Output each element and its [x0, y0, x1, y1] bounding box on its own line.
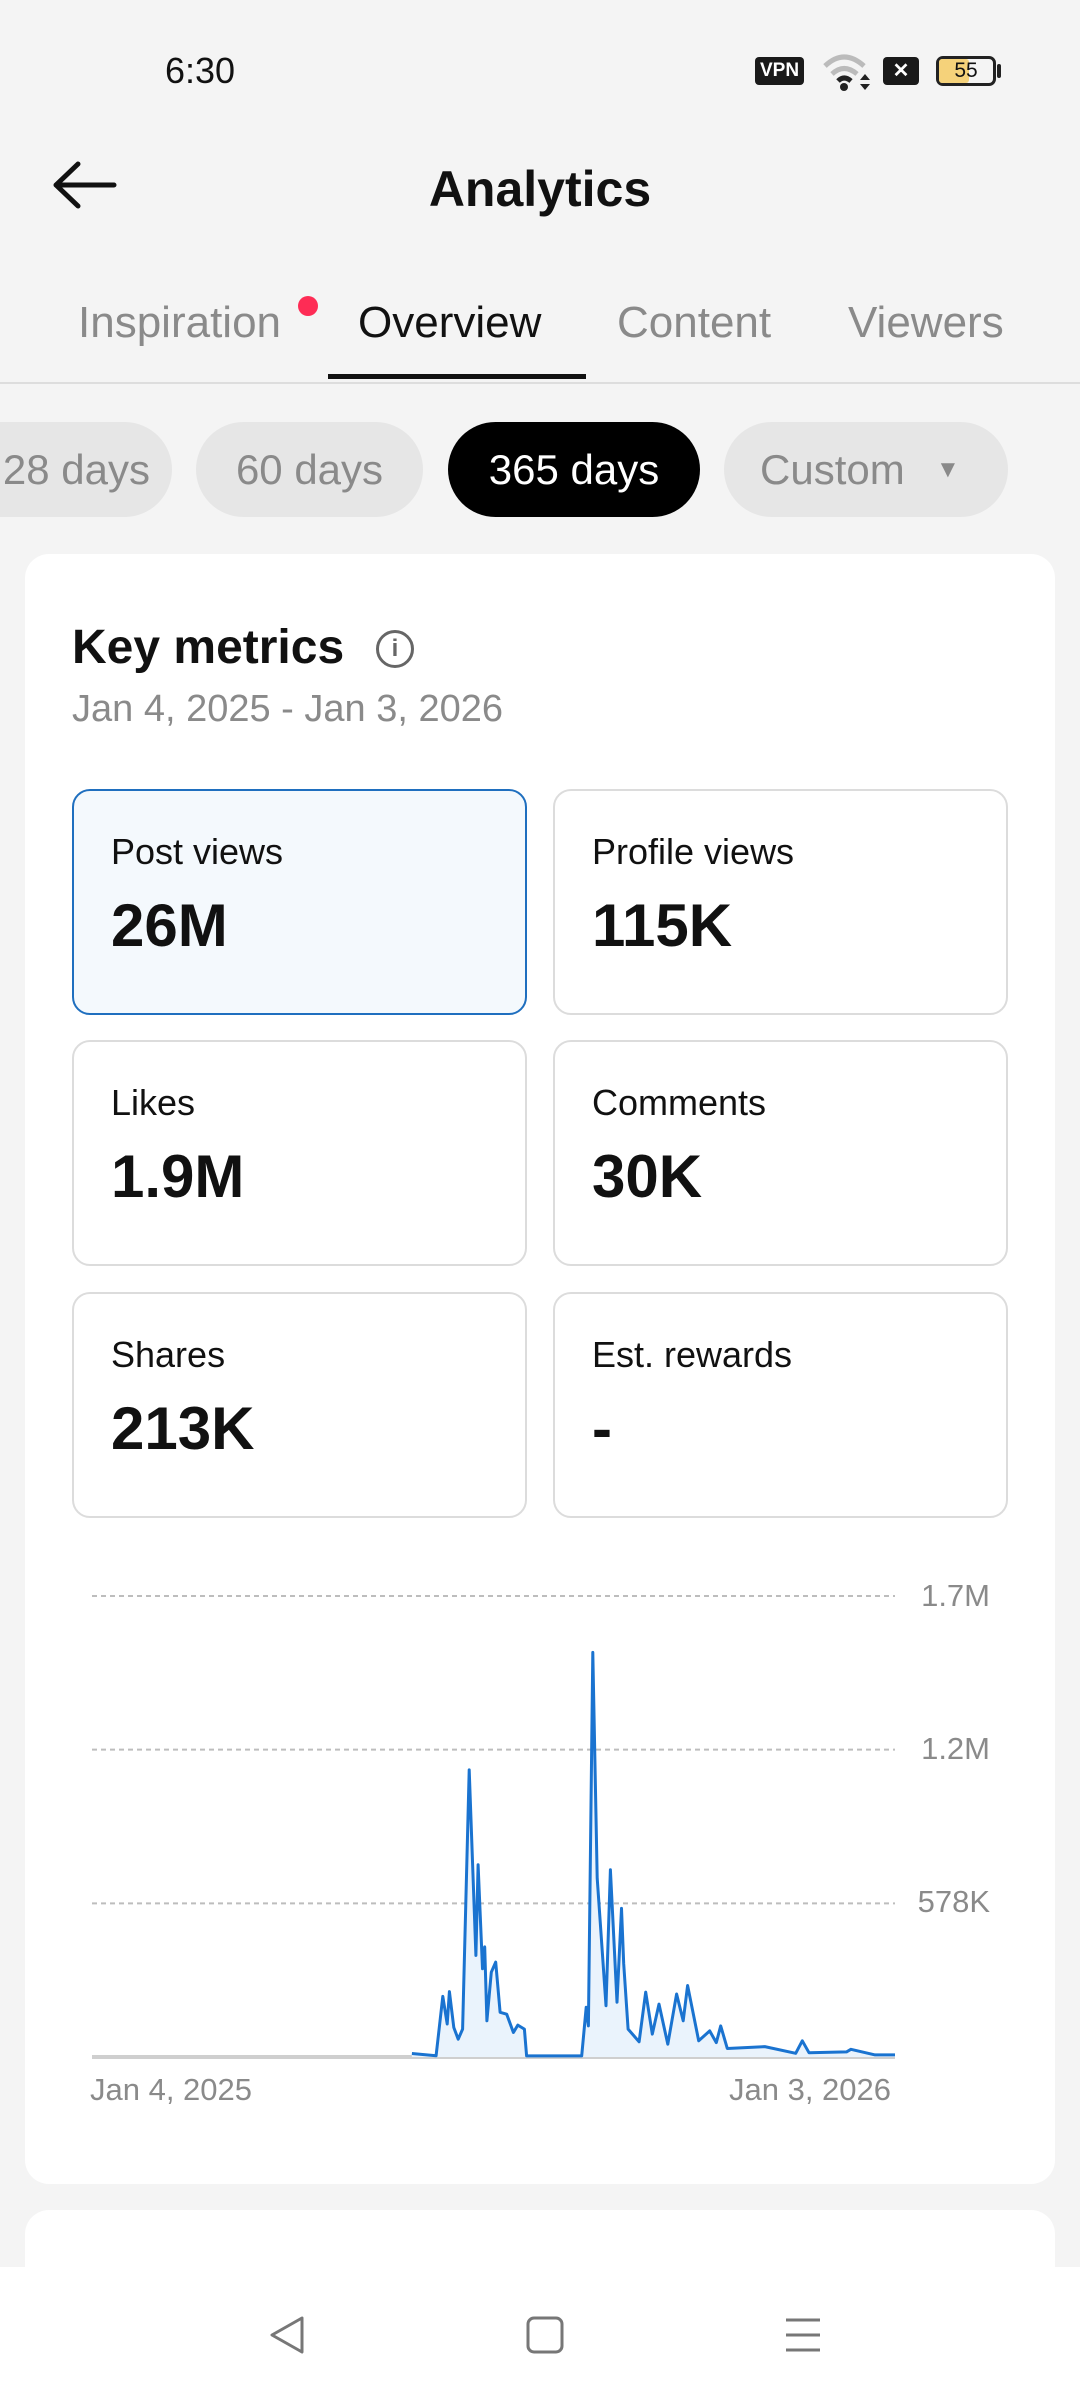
- tab-content[interactable]: Content: [617, 298, 772, 347]
- y-tick-label: 1.2M: [921, 1731, 990, 1766]
- notification-dot: [298, 296, 318, 316]
- x-tick-label-end: Jan 3, 2026: [729, 2072, 892, 2107]
- metric-label: Est. rewards: [592, 1334, 793, 1375]
- range-custom[interactable]: Custom ▼: [724, 422, 1008, 517]
- menu-lines-icon[interactable]: [778, 2310, 828, 2360]
- metric-profile-views[interactable]: Profile views 115K: [553, 789, 1008, 1015]
- range-365-days[interactable]: 365 days: [448, 422, 700, 517]
- status-time: 6:30: [165, 50, 236, 91]
- metric-label: Profile views: [592, 831, 795, 872]
- battery-icon: 55: [936, 56, 996, 86]
- info-icon[interactable]: i: [376, 630, 414, 668]
- tab-overview[interactable]: Overview: [358, 298, 542, 347]
- custom-label: Custom: [760, 446, 905, 493]
- metric-value: -: [592, 1395, 612, 1462]
- date-range: Jan 4, 2025 - Jan 3, 2026: [72, 688, 503, 730]
- metric-value: 1.9M: [111, 1143, 245, 1210]
- metric-likes[interactable]: Likes 1.9M: [72, 1040, 527, 1266]
- vpn-icon: VPN: [755, 57, 805, 85]
- page-title: Analytics: [428, 161, 652, 217]
- metric-value: 115K: [592, 892, 733, 959]
- divider: [0, 382, 1080, 384]
- metric-shares[interactable]: Shares 213K: [72, 1292, 527, 1518]
- metric-label: Comments: [592, 1082, 767, 1123]
- key-metrics-title: Key metrics: [72, 621, 345, 674]
- no-sim-icon: ✕: [883, 57, 919, 85]
- arrow-left-icon[interactable]: [50, 160, 120, 210]
- wifi-icon: [823, 54, 870, 91]
- battery-level: 55: [954, 59, 978, 82]
- metric-value: 30K: [592, 1143, 703, 1210]
- metric-value: 213K: [111, 1395, 255, 1462]
- metric-label: Shares: [111, 1334, 226, 1375]
- metric-value: 26M: [111, 892, 228, 959]
- range-28-days[interactable]: 28 days: [0, 422, 172, 517]
- x-tick-label-start: Jan 4, 2025: [90, 2072, 253, 2107]
- home-square-icon[interactable]: [520, 2310, 570, 2360]
- active-tab-indicator: [328, 374, 586, 379]
- caret-down-icon: ▼: [936, 456, 960, 483]
- back-triangle-icon[interactable]: [262, 2310, 312, 2360]
- range-60-days[interactable]: 60 days: [196, 422, 423, 517]
- battery-tip: [997, 64, 1001, 78]
- tab-viewers[interactable]: Viewers: [848, 298, 1004, 347]
- tab-inspiration[interactable]: Inspiration: [78, 298, 282, 347]
- metric-post-views[interactable]: Post views 26M: [72, 789, 527, 1015]
- metric-comments[interactable]: Comments 30K: [553, 1040, 1008, 1266]
- system-nav-bar: [0, 2267, 1080, 2400]
- y-tick-label: 578K: [917, 1884, 990, 1919]
- metric-label: Post views: [111, 831, 284, 872]
- metric-label: Likes: [111, 1082, 196, 1123]
- y-tick-label: 1.7M: [921, 1578, 990, 1613]
- metric-est-rewards[interactable]: Est. rewards -: [553, 1292, 1008, 1518]
